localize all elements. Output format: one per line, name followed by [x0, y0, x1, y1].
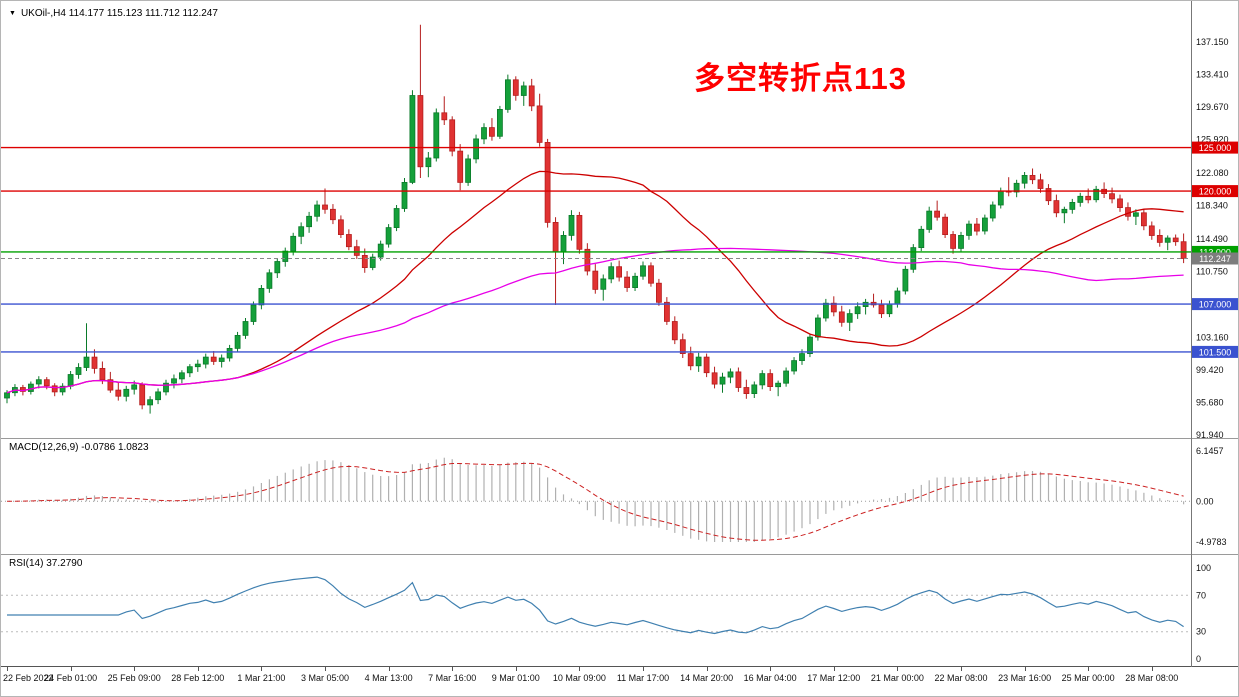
- time-axis-tick: [1151, 667, 1153, 671]
- time-axis-label: 17 Mar 12:00: [807, 673, 861, 683]
- price-axis-label: 114.490: [1196, 234, 1228, 244]
- price-axis-label: 133.410: [1196, 70, 1229, 80]
- rsi-axis-label: 70: [1196, 590, 1206, 600]
- axis-separator: [1, 666, 1238, 667]
- time-axis-label: 7 Mar 16:00: [428, 673, 477, 683]
- time-axis-label: 3 Mar 05:00: [300, 673, 350, 683]
- price-badge-label: 101.500: [1199, 347, 1232, 357]
- time-axis-tick: [70, 667, 72, 671]
- price-axis-border[interactable]: [1191, 1, 1192, 667]
- price-badge-label: 107.000: [1199, 300, 1232, 310]
- price-badge: [1192, 185, 1238, 198]
- price-axis-label: 137.150: [1196, 37, 1229, 47]
- symbol-info: ▼ UKOil-,H4 114.177 115.123 111.712 112.2…: [9, 8, 218, 19]
- time-axis-label: 16 Mar 04:00: [743, 673, 797, 683]
- candles: [4, 24, 1187, 414]
- ma-slow-line: [6, 247, 1184, 394]
- time-axis-label: 14 Mar 20:00: [680, 673, 734, 683]
- rsi-axis-label: 0: [1196, 654, 1201, 664]
- time-axis-tick: [197, 667, 199, 671]
- collapse-triangle-icon[interactable]: ▼: [9, 10, 16, 17]
- macd-histogram: [14, 457, 1185, 542]
- time-axis-tick: [706, 667, 708, 671]
- macd-signal-line: [6, 462, 1184, 541]
- time-axis-tick: [1088, 667, 1090, 671]
- time-axis-label: 23 Mar 16:00: [998, 673, 1052, 683]
- price-axis-label: 110.750: [1196, 267, 1228, 277]
- price-axis-label: 103.160: [1196, 333, 1229, 343]
- price-badge-label: 113.000: [1199, 247, 1231, 257]
- time-axis-tick: [388, 667, 390, 671]
- price-axis-label: 91.940: [1196, 430, 1224, 438]
- time-axis-tick: [134, 667, 136, 671]
- main-price-chart[interactable]: 137.150 133.410 129.670 125.920 122.080 118.3…: [1, 1, 1239, 438]
- time-axis-label: 25 Mar 00:00: [1061, 673, 1115, 683]
- time-axis-label: 10 Mar 09:00: [552, 673, 606, 683]
- time-axis-label: 24 Feb 01:00: [44, 673, 98, 683]
- time-axis-tick: [7, 667, 8, 671]
- panel-separator[interactable]: [1, 438, 1238, 439]
- time-axis-tick: [833, 667, 835, 671]
- time-axis-label: 22 Feb 2022: [3, 673, 54, 683]
- macd-axis-label: 0.00: [1196, 496, 1214, 506]
- time-axis-label: 22 Mar 08:00: [934, 673, 988, 683]
- current-price-badge-label: 112.247: [1199, 254, 1231, 264]
- current-price-badge: [1192, 252, 1238, 265]
- price-axis-label: 99.420: [1196, 365, 1224, 375]
- time-axis-label: 25 Feb 09:00: [107, 673, 161, 683]
- time-axis-label: 4 Mar 13:00: [364, 673, 413, 683]
- price-badge-label: 125.000: [1199, 143, 1232, 153]
- price-axis-label: 129.670: [1196, 102, 1229, 112]
- macd-axis-label: -4.9783: [1196, 537, 1227, 547]
- time-axis-tick: [261, 667, 263, 671]
- time-axis-tick: [897, 667, 899, 671]
- rsi-line: [7, 576, 1184, 635]
- price-axis-label: 125.920: [1196, 135, 1229, 145]
- price-badge: [1192, 141, 1238, 154]
- macd-indicator-label: MACD(12,26,9) -0.0786 1.0823: [9, 442, 149, 453]
- time-axis-label: 9 Mar 01:00: [491, 673, 540, 683]
- macd-axis-label: 6.1457: [1196, 446, 1224, 456]
- macd-panel[interactable]: 6.1457 0.00 -4.9783: [1, 439, 1239, 554]
- rsi-panel[interactable]: 100 70 30 0: [1, 555, 1239, 666]
- price-badge-label: 120.000: [1199, 187, 1232, 197]
- price-badge: [1192, 298, 1238, 311]
- time-axis-tick: [452, 667, 454, 671]
- time-axis-label: 28 Mar 08:00: [1125, 673, 1179, 683]
- rsi-axis-label: 30: [1196, 627, 1206, 637]
- time-axis-tick: [961, 667, 962, 671]
- time-axis-label: 1 Mar 21:00: [237, 673, 286, 683]
- time-axis[interactable]: 22 Feb 2022 24 Feb 01:00 25 Feb 09:00 28 Fe…: [1, 667, 1238, 696]
- time-axis-label: 28 Feb 12:00: [171, 673, 225, 683]
- price-axis-label: 118.340: [1196, 201, 1228, 211]
- panel-separator[interactable]: [1, 554, 1238, 555]
- price-badge: [1192, 345, 1238, 358]
- time-axis-tick: [515, 667, 517, 671]
- symbol-ohlc-text: UKOil-,H4 114.177 115.123 111.712 112.24…: [20, 8, 218, 19]
- annotation-text: 多空转折点113: [694, 61, 908, 96]
- rsi-axis-label: 100: [1196, 563, 1211, 573]
- time-axis-label: 11 Mar 17:00: [616, 673, 670, 683]
- time-axis-tick: [1024, 667, 1026, 671]
- price-axis-label: 95.680: [1196, 398, 1224, 408]
- price-axis-label: 122.080: [1196, 168, 1229, 178]
- time-axis-tick: [579, 667, 581, 671]
- rsi-indicator-label: RSI(14) 37.2790: [9, 558, 83, 569]
- time-axis-tick: [643, 667, 644, 671]
- time-axis-tick: [325, 667, 326, 671]
- time-axis-tick: [770, 667, 772, 671]
- time-axis-label: 21 Mar 00:00: [870, 673, 924, 683]
